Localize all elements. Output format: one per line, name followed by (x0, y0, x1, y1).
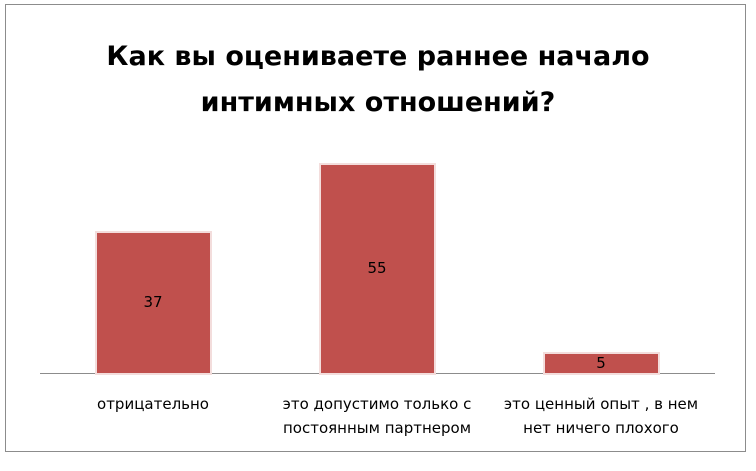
bar (320, 165, 434, 373)
data-label: 5 (596, 353, 606, 372)
chart-title: Как вы оцениваете раннее начало интимных… (106, 41, 650, 118)
data-label: 55 (367, 259, 387, 277)
data-label: 37 (143, 293, 163, 312)
x-tick-label: это допустимо только с постоянным партне… (282, 395, 472, 437)
x-tick-label: отрицательно (97, 395, 209, 413)
x-axis (40, 373, 715, 374)
x-tick-label: это ценный опыт , в нем нет ничего плохо… (503, 395, 699, 437)
bar (544, 354, 658, 373)
bar (96, 233, 210, 373)
chart-frame (5, 4, 746, 452)
